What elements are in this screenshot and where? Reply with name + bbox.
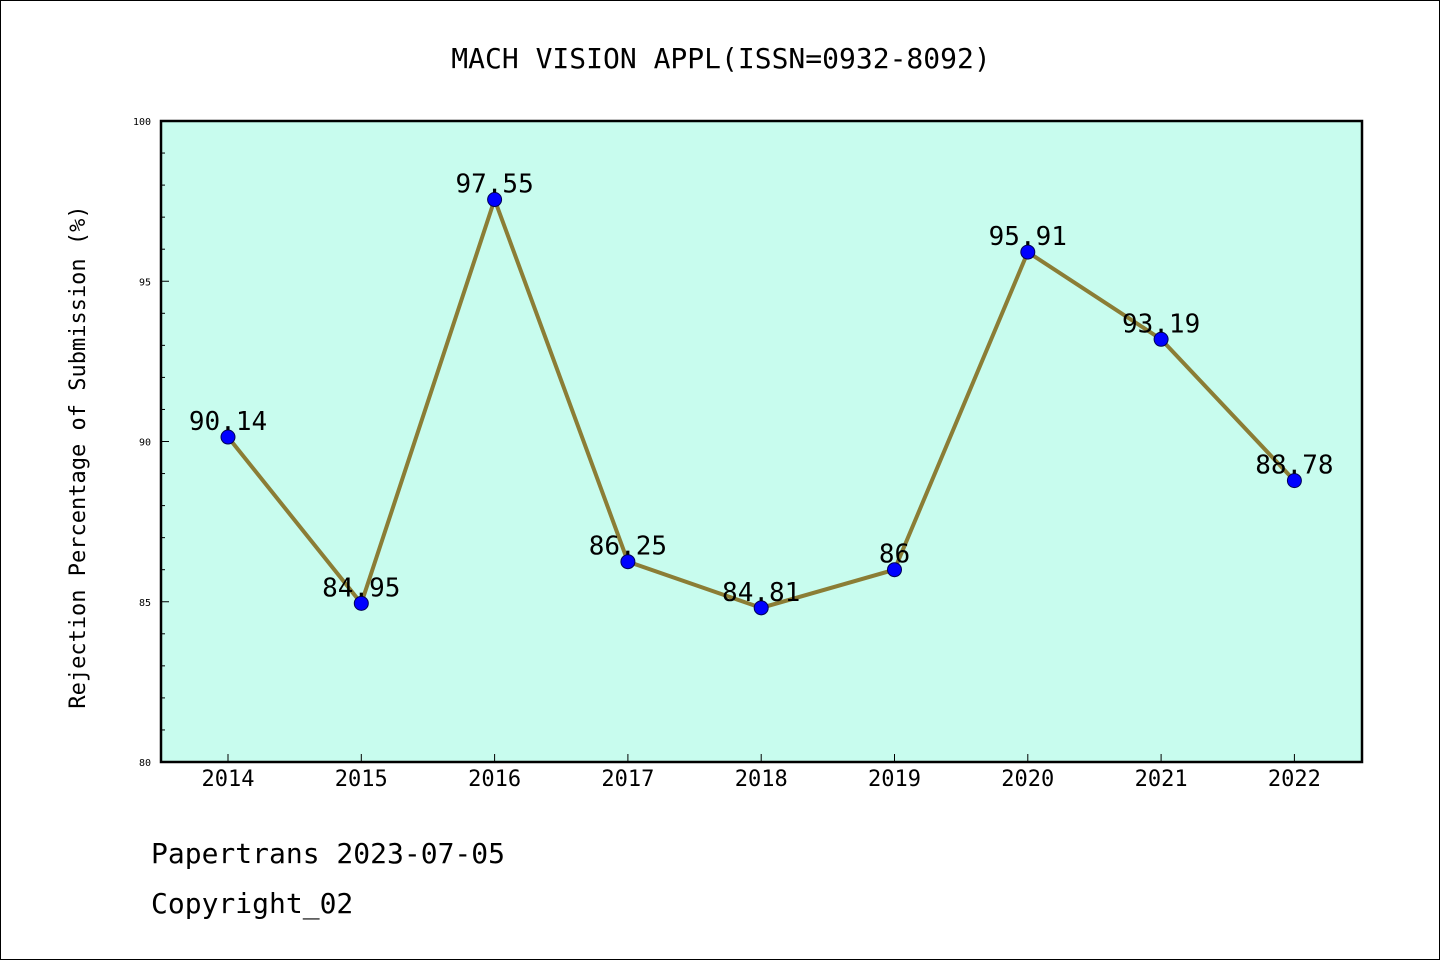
- y-tick-label: 80: [139, 758, 151, 769]
- x-tick-label: 2014: [202, 767, 255, 792]
- data-point: [1286, 473, 1302, 489]
- footer-copyright: Copyright_02: [151, 887, 354, 920]
- y-tick-label: 85: [139, 598, 151, 609]
- y-tick-label: 100: [133, 117, 151, 128]
- data-label: 95.91: [989, 222, 1067, 252]
- y-tick-label: 90: [139, 438, 151, 449]
- data-point: [753, 600, 769, 616]
- plot-area: [159, 119, 1364, 764]
- data-label: 84.81: [722, 578, 800, 608]
- data-point: [1153, 331, 1169, 347]
- chart-title: MACH VISION APPL(ISSN=0932-8092): [451, 42, 990, 75]
- x-tick-label: 2020: [1001, 767, 1054, 792]
- data-markers: [220, 192, 1302, 616]
- x-tick-label: 2022: [1268, 767, 1321, 792]
- x-tick-label: 2021: [1135, 767, 1188, 792]
- data-point: [887, 562, 902, 578]
- x-axis-ticks: 2014 2015 2016 2017 2018 2019 2020 2021 2022: [202, 754, 1321, 792]
- data-label: 86.25: [589, 532, 667, 562]
- data-point: [487, 192, 503, 208]
- data-label: 97.55: [455, 170, 533, 200]
- x-tick-label: 2017: [601, 767, 654, 792]
- y-axis-label: Rejection Percentage of Submission (%): [66, 205, 91, 708]
- x-tick-label: 2019: [868, 767, 921, 792]
- data-label: 84.95: [322, 573, 400, 603]
- x-tick-label: 2018: [735, 767, 788, 792]
- data-label: 88.78: [1255, 451, 1333, 481]
- data-point: [220, 429, 236, 445]
- data-point: [620, 554, 636, 570]
- y-tick-label: 95: [139, 277, 151, 288]
- y-axis-ticks: 80 85 90 95 100: [133, 117, 169, 769]
- data-label: 86: [879, 540, 910, 570]
- data-labels: 90.14 84.95 97.55 86.25 84.81 86 95.91 93.19 88.…: [189, 170, 1334, 608]
- footer-date: Papertrans 2023-07-05: [151, 837, 506, 870]
- x-tick-label: 2016: [468, 767, 521, 792]
- data-point: [1020, 244, 1036, 260]
- data-point: [353, 595, 369, 611]
- x-tick-label: 2015: [335, 767, 388, 792]
- data-label: 93.19: [1122, 309, 1200, 339]
- data-label: 90.14: [189, 407, 267, 437]
